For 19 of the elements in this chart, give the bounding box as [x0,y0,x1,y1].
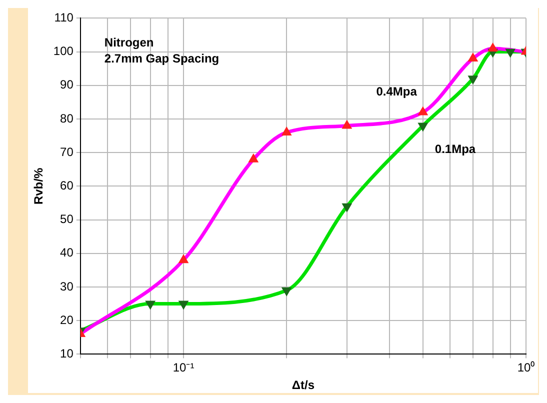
series-label: 0.4Mpa [376,84,418,99]
y-tick-label: 20 [60,312,74,327]
y-tick-label: 100 [53,44,74,58]
x-axis-title: Δt/s [292,378,315,392]
y-axis-title: Rvb/% [32,168,46,205]
y-tick-label: 80 [60,111,74,126]
y-tick-label: 90 [60,78,74,92]
annotation: Nitrogen [104,36,154,50]
y-tick-label: 10 [60,346,74,361]
x-tick-label: 10⁻¹ [172,360,194,375]
y-tick-label: 70 [60,144,74,159]
y-tick-label: 60 [60,178,74,193]
x-tick-label: 10⁰ [517,360,535,375]
series-label: 0.1Mpa [434,142,476,156]
y-tick-label: 50 [60,212,74,226]
y-tick-label: 110 [54,10,74,25]
y-tick-label: 40 [60,246,74,260]
annotation: 2.7mm Gap Spacing [104,52,220,66]
y-tick-label: 30 [60,279,74,294]
